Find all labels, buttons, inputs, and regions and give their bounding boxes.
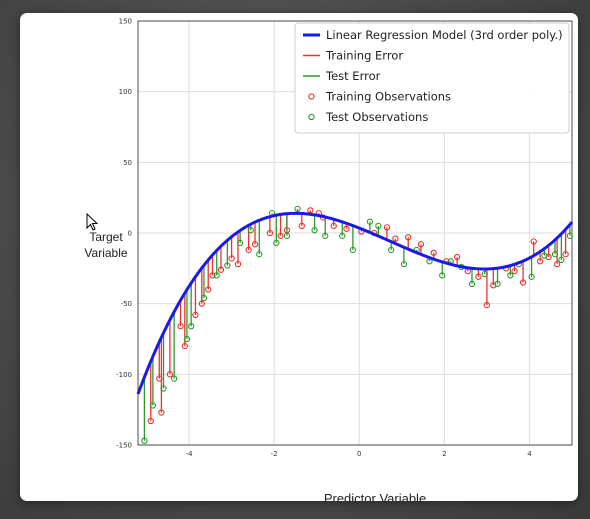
chart-svg: -4 -2 0 2 4 -150 -100 -50 0 50 100 150 Linear Regre… xyxy=(116,18,574,459)
chart-card: -4 -2 0 2 4 -150 -100 -50 0 50 100 150 Linear Regre… xyxy=(20,13,578,501)
legend-item-label: Training Error xyxy=(325,49,403,63)
training-point xyxy=(217,266,225,273)
training-point xyxy=(383,224,391,231)
training-point xyxy=(343,225,350,232)
x-tick-label: -2 xyxy=(271,450,278,458)
test-point xyxy=(213,272,220,279)
training-point xyxy=(192,311,199,319)
training-point xyxy=(228,255,235,262)
training-point xyxy=(475,273,482,280)
training-point xyxy=(234,260,242,268)
training-point xyxy=(147,417,154,425)
legend-item-label: Training Observations xyxy=(325,90,451,104)
y-tick-label: 100 xyxy=(119,88,132,96)
training-point xyxy=(511,268,518,275)
test-point xyxy=(388,246,395,254)
model-curve xyxy=(136,211,574,395)
y-tick-label: 150 xyxy=(119,18,132,26)
training-point xyxy=(198,300,205,307)
legend-item-label: Linear Regression Model (3rd order poly.… xyxy=(326,28,563,42)
training-point xyxy=(245,246,252,254)
x-tick-label: 0 xyxy=(357,450,361,458)
training-point xyxy=(519,279,527,286)
legend-marker-swatch xyxy=(308,113,315,121)
test-point xyxy=(494,280,501,288)
y-tick-label: -50 xyxy=(121,300,132,308)
test-point xyxy=(311,227,318,234)
test-point xyxy=(247,227,254,234)
training-point xyxy=(483,301,491,309)
test-point xyxy=(566,232,574,239)
test-point xyxy=(294,205,301,213)
test-point xyxy=(273,239,280,247)
x-axis-label: Predictor Variable xyxy=(323,491,427,501)
y-tick-label: -150 xyxy=(116,442,132,450)
training-point xyxy=(205,286,212,293)
test-point xyxy=(481,270,488,278)
training-point xyxy=(405,234,412,241)
training-point xyxy=(156,375,163,382)
x-tick-label: 2 xyxy=(442,450,446,458)
test-point xyxy=(236,239,244,247)
test-point xyxy=(283,232,291,239)
test-point xyxy=(322,232,329,239)
legend-marker-swatch xyxy=(308,93,315,100)
error-lines xyxy=(143,208,571,441)
mouse-pointer-icon xyxy=(86,213,99,231)
test-point xyxy=(224,262,231,269)
test-point xyxy=(551,251,559,258)
training-point xyxy=(562,251,569,258)
test-point xyxy=(141,437,148,444)
y-tick-label: 0 xyxy=(128,230,132,238)
training-point xyxy=(530,238,537,245)
test-point xyxy=(256,251,263,258)
test-point xyxy=(339,232,346,239)
training-point xyxy=(177,323,184,330)
test-point xyxy=(188,323,195,330)
test-point xyxy=(171,375,178,382)
training-point xyxy=(166,371,174,378)
test-point xyxy=(200,294,208,302)
test-point xyxy=(160,385,167,392)
training-point xyxy=(298,222,305,230)
test-point xyxy=(528,273,535,280)
y-axis-label: Target Variable xyxy=(84,230,128,260)
test-point xyxy=(507,272,514,279)
test-point xyxy=(349,246,357,254)
test-point xyxy=(366,218,374,225)
training-point xyxy=(330,222,337,230)
test-point xyxy=(541,252,548,259)
training-point xyxy=(181,342,188,350)
plot-frame xyxy=(137,20,573,446)
tick-labels: -4 -2 0 2 4 -150 -100 -50 0 50 100 150 xyxy=(116,18,532,459)
test-point xyxy=(183,335,191,343)
legend-box xyxy=(294,22,570,134)
legend-item-label: Test Observations xyxy=(325,110,428,124)
test-point xyxy=(149,402,157,409)
training-point xyxy=(417,241,425,248)
training-point xyxy=(158,409,165,416)
training-point xyxy=(536,258,544,265)
training-point xyxy=(277,232,284,239)
test-point xyxy=(400,260,408,268)
training-point xyxy=(453,253,461,261)
legend-item-label: Test Error xyxy=(325,69,381,83)
test-point xyxy=(558,256,565,264)
training-point xyxy=(553,260,561,268)
training-point xyxy=(251,241,259,248)
training-point xyxy=(392,235,399,242)
y-tick-label: 50 xyxy=(123,159,132,167)
training-point xyxy=(266,229,274,237)
observation-points xyxy=(141,205,574,444)
x-tick-label: 4 xyxy=(527,450,532,458)
test-point xyxy=(375,222,382,230)
x-tick-label: -4 xyxy=(186,450,194,458)
y-tick-label: -100 xyxy=(116,371,132,379)
test-point xyxy=(468,280,476,288)
training-point xyxy=(430,249,437,256)
legend: Linear Regression Model (3rd order poly.… xyxy=(294,22,570,134)
training-point xyxy=(209,272,216,279)
test-point xyxy=(439,272,446,279)
